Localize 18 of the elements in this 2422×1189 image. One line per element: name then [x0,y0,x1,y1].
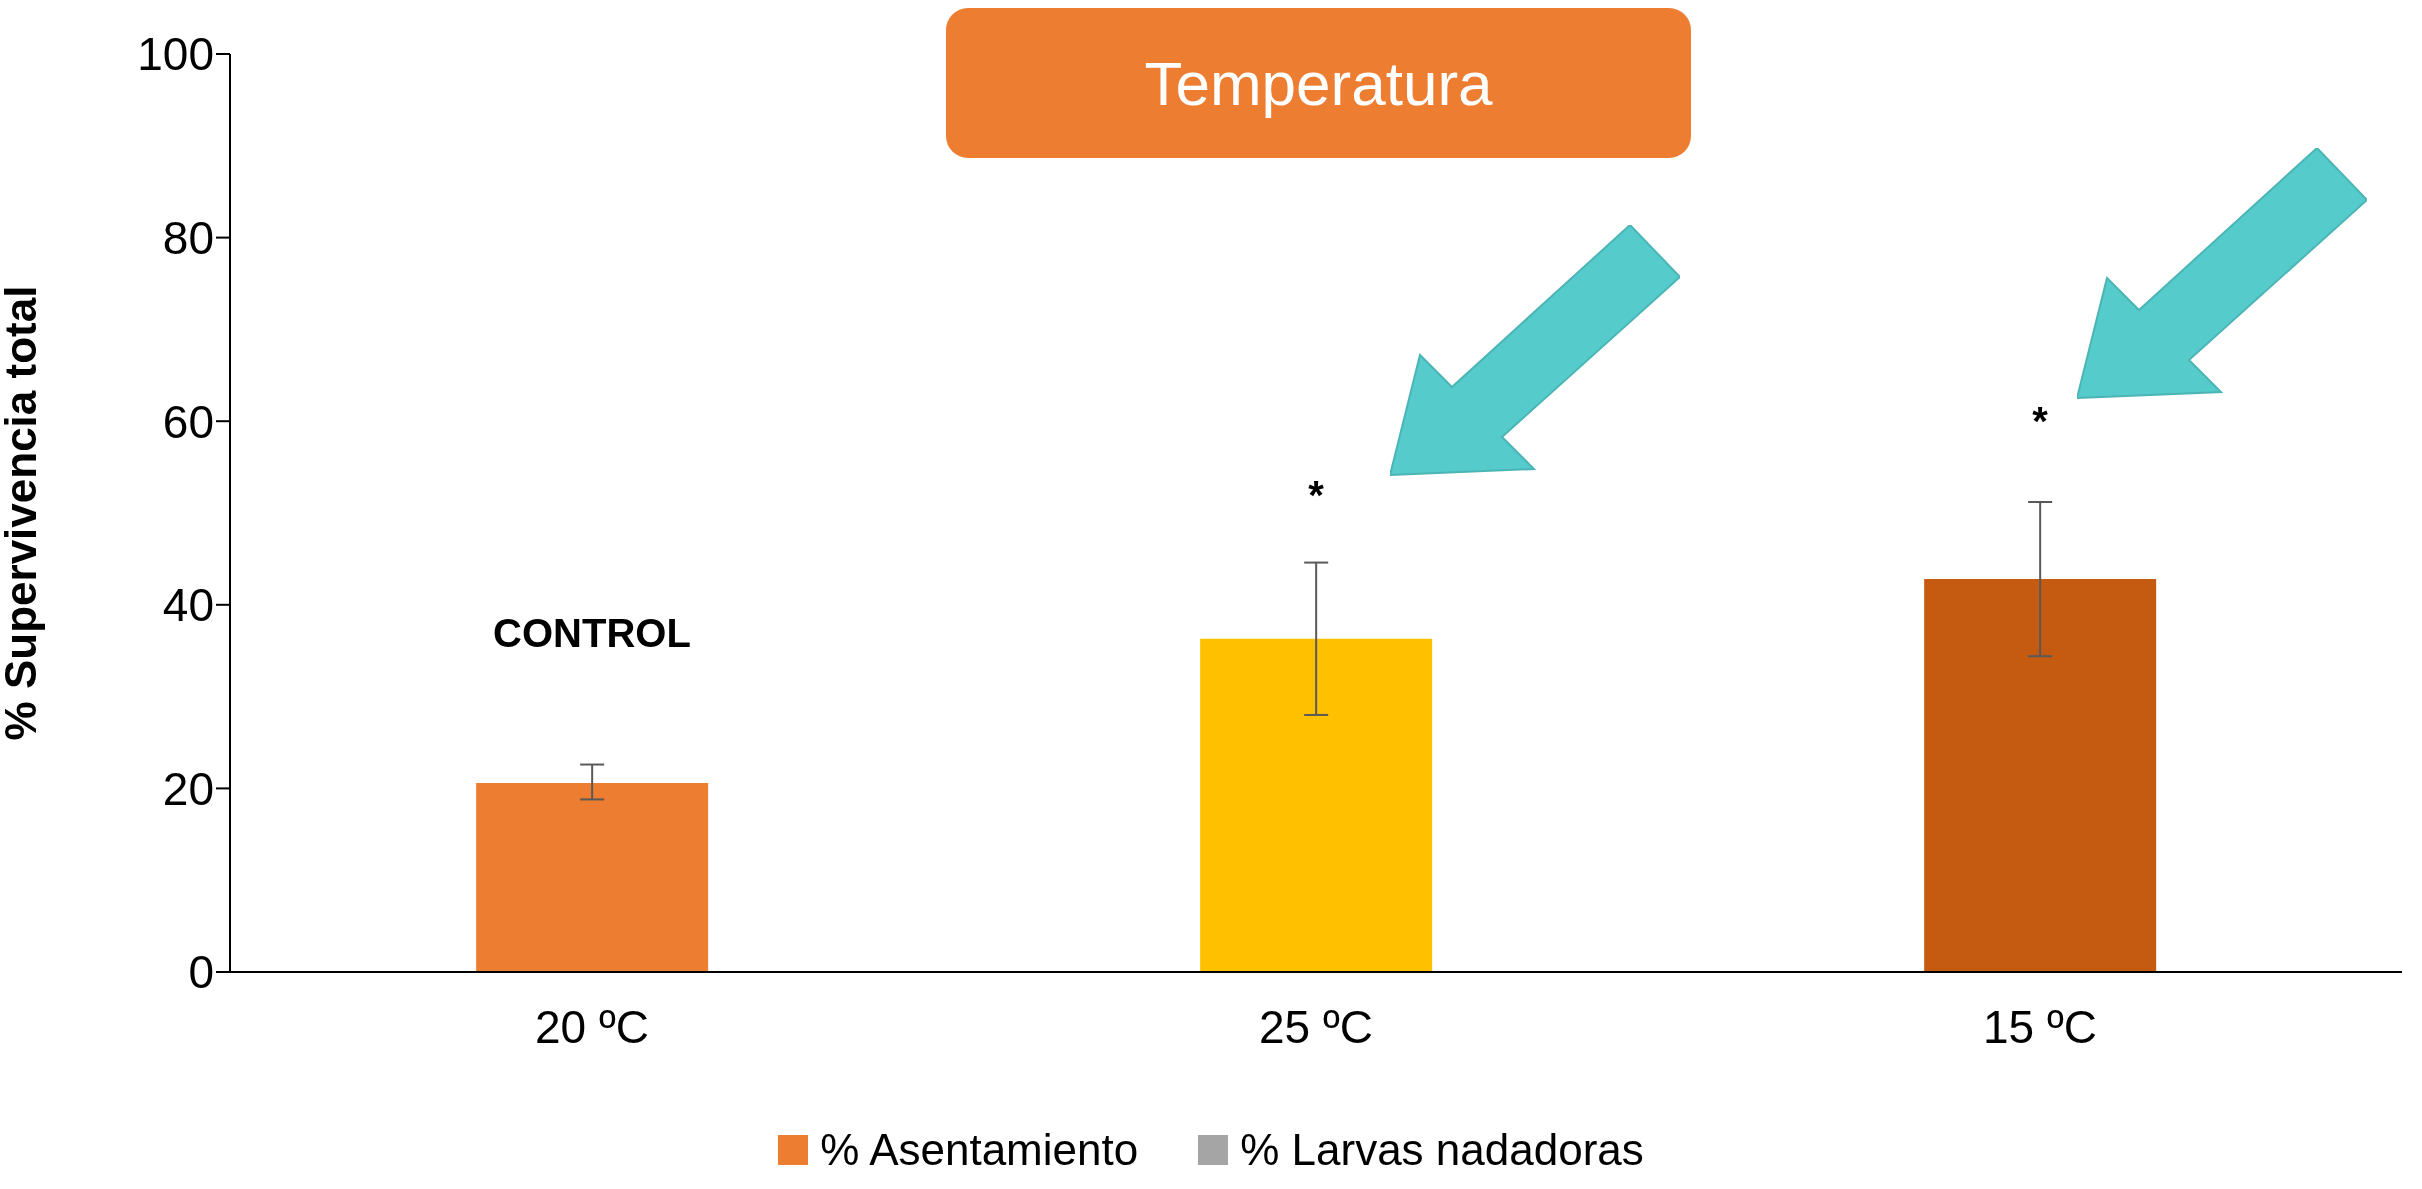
annotation: CONTROL [493,610,691,655]
legend-label: % Larvas nadadoras [1240,1125,1644,1175]
x-tick-label: 15 ºC [1983,1000,2097,1053]
annotation: * [1308,472,1325,517]
y-tick-label: 0 [188,946,214,999]
y-axis-title: % Supervivencia total [0,285,45,741]
annotation: * [2032,399,2049,444]
x-tick-label: 20 ºC [535,1000,649,1053]
legend-label: % Asentamiento [820,1125,1139,1175]
bar [476,782,709,972]
bar [1924,579,2157,972]
y-tick-label: 100 [137,28,214,81]
y-tick-label: 60 [162,395,214,448]
y-tick-label: 20 [162,762,214,815]
y-tick-label: 40 [162,579,214,632]
bar [1200,638,1433,972]
x-tick-label: 25 ºC [1259,1000,1373,1053]
y-tick-label: 80 [162,211,214,264]
